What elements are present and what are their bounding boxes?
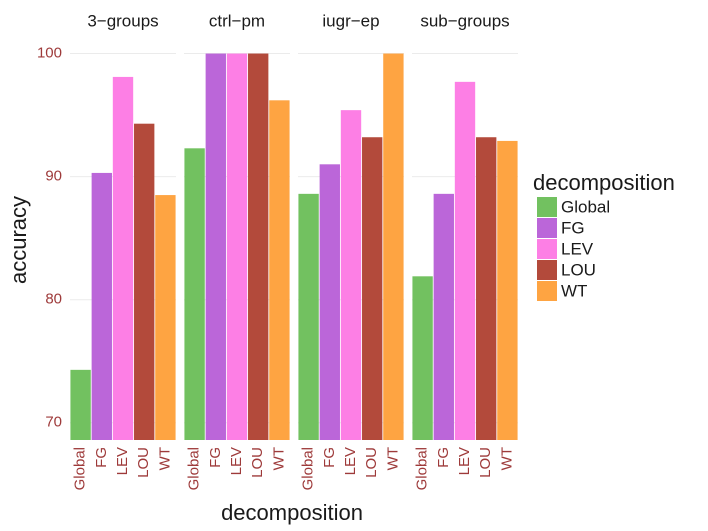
bar [412,276,433,440]
legend-key [537,260,557,280]
x-tick-label: FG [435,447,452,468]
bar [476,137,497,440]
bar [155,195,176,440]
bar [112,76,134,440]
x-tick-label: LOU [135,447,152,478]
x-tick-label: LEV [114,447,131,475]
legend-title: decomposition [533,170,675,195]
legend-key [537,281,557,301]
x-tick-label: LOU [477,447,494,478]
bar [454,81,476,440]
x-tick-label: WT [156,447,173,470]
x-tick-label: LOU [249,447,266,478]
legend-key [537,197,557,217]
bar [340,110,362,441]
x-tick-label: Global [72,447,89,490]
legend-key [537,218,557,238]
facet-title: sub−groups [420,11,509,30]
legend-label: LEV [561,239,594,258]
bar [269,100,290,441]
bar [226,53,248,441]
x-tick-label: LEV [228,447,245,475]
x-tick-label: FG [207,447,224,468]
x-tick-label: Global [186,447,203,490]
y-tick-label: 90 [45,168,62,185]
y-axis-label: accuracy [6,196,31,284]
bar [134,123,155,440]
bar [248,53,269,441]
x-tick-label: WT [384,447,401,470]
y-tick-label: 70 [45,414,62,431]
x-tick-label: LEV [342,447,359,475]
x-tick-label: FG [93,447,110,468]
x-tick-label: LEV [456,447,473,475]
legend-key [537,239,557,259]
bar [362,137,383,440]
x-tick-label: LOU [363,447,380,478]
y-tick-label: 100 [37,45,62,62]
facet-title: iugr−ep [322,11,379,30]
bar [184,148,205,441]
bar [319,164,340,441]
legend-label: WT [561,281,587,300]
x-tick-label: Global [300,447,317,490]
bar [497,140,518,440]
bar [91,172,112,440]
x-tick-label: FG [321,447,338,468]
bar [205,53,226,441]
x-tick-label: WT [498,447,515,470]
bar [298,193,319,440]
facet-title: ctrl−pm [209,11,265,30]
x-tick-label: Global [414,447,431,490]
x-axis-label: decomposition [221,500,363,525]
legend-label: Global [561,197,610,216]
legend-label: FG [561,218,585,237]
bar [383,53,404,441]
facet-title: 3−groups [87,11,158,30]
bar [433,193,454,440]
y-tick-label: 80 [45,291,62,308]
legend-label: LOU [561,260,596,279]
x-tick-label: WT [270,447,287,470]
bar [70,369,91,440]
